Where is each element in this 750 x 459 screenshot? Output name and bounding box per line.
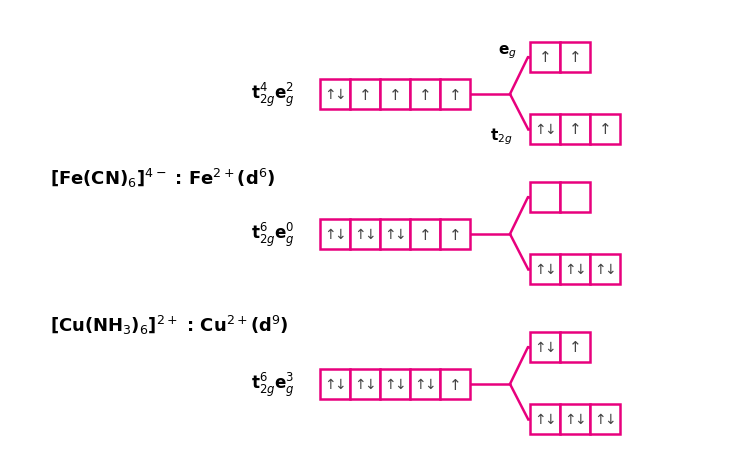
Text: ↑: ↑ xyxy=(324,228,335,241)
Text: e$_g$: e$_g$ xyxy=(498,43,517,61)
Text: ↑: ↑ xyxy=(598,122,611,137)
Bar xyxy=(530,115,560,145)
Bar xyxy=(410,219,440,249)
Text: ↓: ↓ xyxy=(424,377,436,391)
Bar xyxy=(350,80,380,110)
Text: ↑: ↑ xyxy=(448,227,461,242)
Bar xyxy=(350,219,380,249)
Bar xyxy=(530,254,560,285)
Text: [Cu(NH$_3$)$_6$]$^{2+}$ : Cu$^{2+}$(d$^9$): [Cu(NH$_3$)$_6$]$^{2+}$ : Cu$^{2+}$(d$^9… xyxy=(50,313,289,336)
Bar xyxy=(320,369,350,399)
Bar xyxy=(560,254,590,285)
Bar xyxy=(440,219,470,249)
Text: ↓: ↓ xyxy=(544,412,556,426)
Text: [Fe(CN)$_6$]$^{4-}$ : Fe$^{2+}$(d$^6$): [Fe(CN)$_6$]$^{4-}$ : Fe$^{2+}$(d$^6$) xyxy=(50,166,275,189)
Text: ↓: ↓ xyxy=(394,377,406,391)
Bar xyxy=(530,183,560,213)
Bar xyxy=(590,404,620,434)
Text: ↑: ↑ xyxy=(594,263,605,276)
Text: ↑: ↑ xyxy=(419,227,431,242)
Text: ↓: ↓ xyxy=(334,377,346,391)
Text: ↑: ↑ xyxy=(324,88,335,102)
Bar xyxy=(320,219,350,249)
Text: t$_{2g}^{6}$e$_g^{0}$: t$_{2g}^{6}$e$_g^{0}$ xyxy=(251,220,295,249)
Text: ↑: ↑ xyxy=(534,340,545,354)
Bar xyxy=(380,80,410,110)
Text: ↑: ↑ xyxy=(354,377,365,391)
Text: ↑: ↑ xyxy=(564,263,575,276)
Text: ↓: ↓ xyxy=(544,263,556,276)
Bar xyxy=(560,43,590,73)
Text: t$_{2g}^{6}$e$_g^{3}$: t$_{2g}^{6}$e$_g^{3}$ xyxy=(251,370,295,398)
Bar xyxy=(320,80,350,110)
Bar xyxy=(530,43,560,73)
Bar xyxy=(560,183,590,213)
Text: ↑: ↑ xyxy=(448,87,461,102)
Text: ↑: ↑ xyxy=(324,377,335,391)
Bar xyxy=(410,80,440,110)
Text: ↓: ↓ xyxy=(574,412,586,426)
Text: ↑: ↑ xyxy=(534,412,545,426)
Text: ↑: ↑ xyxy=(568,122,581,137)
Text: ↑: ↑ xyxy=(419,87,431,102)
Text: ↓: ↓ xyxy=(364,228,376,241)
Bar xyxy=(560,115,590,145)
Text: ↑: ↑ xyxy=(388,87,401,102)
Text: ↓: ↓ xyxy=(604,412,616,426)
Bar xyxy=(380,219,410,249)
Bar xyxy=(560,404,590,434)
Text: ↓: ↓ xyxy=(544,340,556,354)
Text: ↑: ↑ xyxy=(568,340,581,355)
Bar xyxy=(590,254,620,285)
Bar xyxy=(350,369,380,399)
Text: ↓: ↓ xyxy=(544,123,556,137)
Bar xyxy=(410,369,440,399)
Text: ↑: ↑ xyxy=(534,123,545,137)
Text: t$_{2g}^{4}$e$_g^{2}$: t$_{2g}^{4}$e$_g^{2}$ xyxy=(251,81,295,109)
Bar xyxy=(590,115,620,145)
Bar xyxy=(530,404,560,434)
Bar xyxy=(560,332,590,362)
Bar xyxy=(440,80,470,110)
Text: ↑: ↑ xyxy=(534,263,545,276)
Text: ↑: ↑ xyxy=(594,412,605,426)
Text: ↑: ↑ xyxy=(354,228,365,241)
Text: ↓: ↓ xyxy=(394,228,406,241)
Text: ↑: ↑ xyxy=(414,377,425,391)
Text: ↑: ↑ xyxy=(538,50,551,65)
Text: ↑: ↑ xyxy=(568,50,581,65)
Bar xyxy=(380,369,410,399)
Text: ↓: ↓ xyxy=(604,263,616,276)
Bar xyxy=(530,332,560,362)
Bar xyxy=(440,369,470,399)
Text: ↑: ↑ xyxy=(384,228,395,241)
Text: ↓: ↓ xyxy=(574,263,586,276)
Text: ↑: ↑ xyxy=(448,377,461,392)
Text: ↑: ↑ xyxy=(358,87,371,102)
Text: ↓: ↓ xyxy=(364,377,376,391)
Text: ↑: ↑ xyxy=(564,412,575,426)
Text: t$_{2g}$: t$_{2g}$ xyxy=(490,126,513,147)
Text: ↓: ↓ xyxy=(334,228,346,241)
Text: ↓: ↓ xyxy=(334,88,346,102)
Text: ↑: ↑ xyxy=(384,377,395,391)
